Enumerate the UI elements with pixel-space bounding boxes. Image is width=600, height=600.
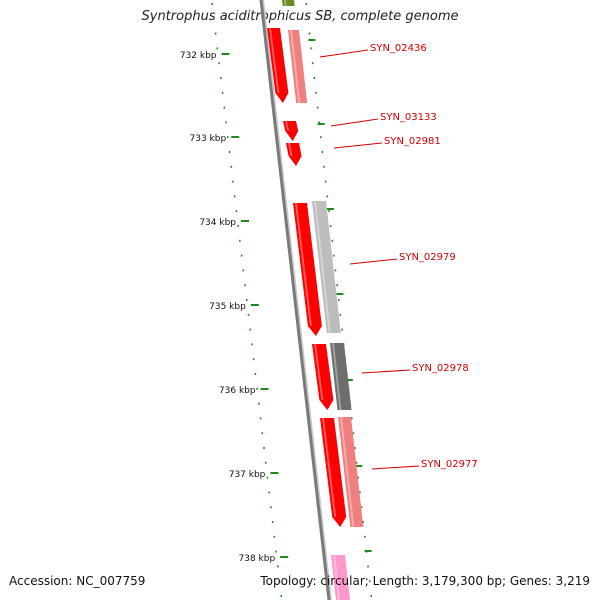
- leader-line: [361, 369, 411, 374]
- map-title: Syntrophus aciditrophicus SB, complete g…: [141, 9, 459, 24]
- gene-syn-02436-highlight: [269, 28, 280, 93]
- tick-marks: [211, 3, 373, 597]
- gene-syn-02979-highlight: [295, 203, 312, 326]
- scale-label: 732 kbp: [180, 51, 217, 61]
- blast-hit-dark: [330, 343, 352, 410]
- leader-line: [333, 142, 383, 149]
- gene-syn-02978: [312, 344, 334, 410]
- blast-hit-dark-highlight: [332, 343, 342, 410]
- scale-label: 734 kbp: [199, 218, 236, 228]
- gene-syn-02436: [267, 28, 289, 103]
- gene-label: SYN_02436: [370, 43, 427, 54]
- gene-pink: [331, 555, 351, 600]
- scale-label: 738 kbp: [239, 554, 276, 564]
- gene-syn-02977: [320, 418, 347, 527]
- gene-label: SYN_02981: [384, 136, 441, 147]
- leader-line: [371, 465, 420, 470]
- leader-line: [349, 258, 398, 265]
- gene-syn-03133: [283, 121, 299, 141]
- leader-line: [330, 118, 379, 127]
- blast-hit-light-highlight: [340, 417, 355, 527]
- blast-hit-light: [338, 417, 364, 527]
- gene-label: SYN_02979: [399, 252, 456, 263]
- blast-hit-gray: [312, 201, 341, 333]
- gene-label: SYN_02978: [412, 363, 469, 374]
- topology-summary: Topology: circular; Length: 3,179,300 bp…: [260, 574, 590, 588]
- scale-label: 735 kbp: [209, 302, 246, 312]
- scale-labels: 732 kbp 733 kbp 734 kbp 735 kbp 736 kbp 737 k…: [180, 51, 289, 564]
- gene-label: SYN_02977: [421, 459, 478, 470]
- blast-hit-light: [288, 30, 308, 103]
- scale-label: 733 kbp: [190, 134, 227, 144]
- scale-label: 737 kbp: [229, 470, 266, 480]
- gene-syn-02977-highlight: [322, 418, 337, 517]
- gene-syn-02981: [286, 143, 302, 166]
- accession-text: Accession: NC_007759: [9, 574, 146, 588]
- blast-hit-light-highlight: [290, 30, 301, 103]
- gene-pink-highlight: [333, 555, 341, 600]
- gene-syn-02981-highlight: [288, 143, 293, 156]
- gene-olive: [282, 0, 295, 6]
- gene-label: SYN_03133: [380, 112, 437, 123]
- gene-syn-02978-highlight: [314, 344, 324, 400]
- gene-features: [267, 0, 364, 600]
- backbone-line: [259, 0, 331, 600]
- gene-labels: SYN_02436 SYN_03133 SYN_02981 SYN_02979 SYN_…: [319, 43, 478, 470]
- leader-line: [319, 49, 369, 58]
- gene-olive-highlight: [284, 0, 287, 6]
- scale-label: 736 kbp: [219, 386, 256, 396]
- gene-syn-03133-highlight: [285, 121, 290, 131]
- blast-hit-gray-highlight: [314, 201, 331, 333]
- gene-syn-02979: [293, 203, 322, 336]
